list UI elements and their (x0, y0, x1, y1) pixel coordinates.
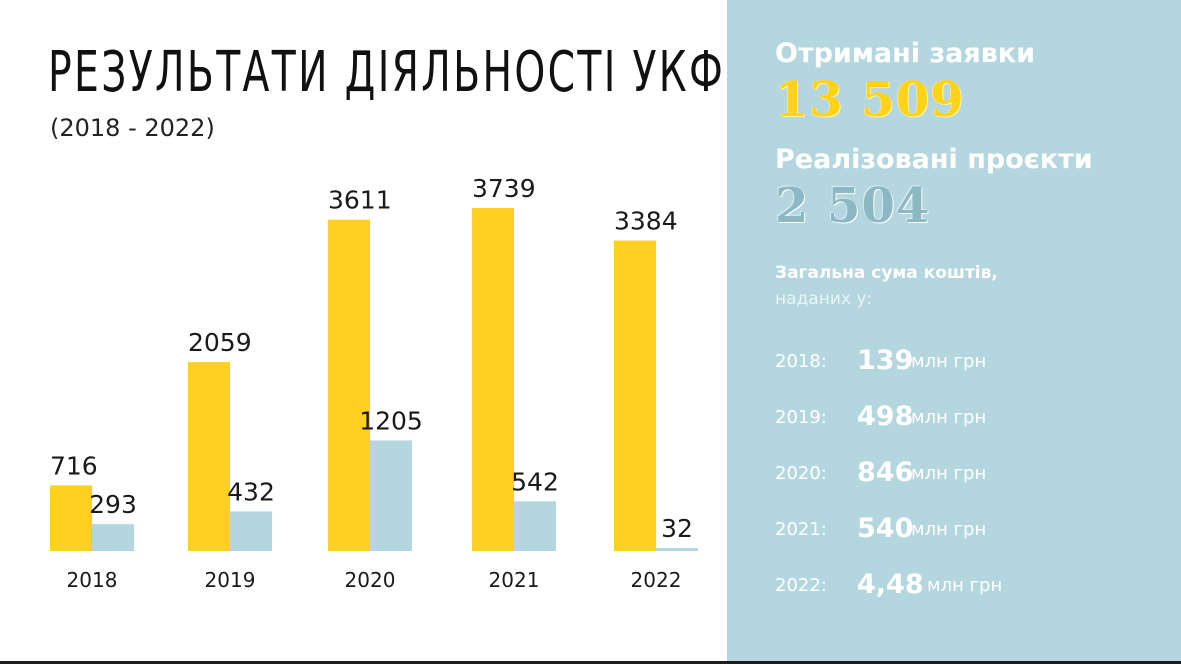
bar-value-label: 1205 (359, 406, 423, 435)
fund-row-2021: 2021: 540 млн грн (775, 506, 1155, 546)
category-label: 2018 (67, 568, 118, 592)
bar-chart: 716 293 2018 2059 432 2019 3611 1205 2020 3739 542… (50, 174, 698, 592)
chart-panel: РЕЗУЛЬТАТИ ДІЯЛЬНОСТІ УКФ (2018 - 2022) … (48, 40, 726, 592)
bar-2019-series-1 (188, 362, 230, 551)
fund-value: 846 (857, 457, 914, 488)
fund-year: 2020: (775, 463, 827, 484)
category-label: 2020 (345, 568, 396, 592)
bottom-rule (0, 661, 1181, 664)
bar-value-label: 2059 (188, 328, 252, 357)
category-label: 2021 (489, 568, 540, 592)
fund-year: 2019: (775, 407, 827, 428)
bar-2020-series-2 (370, 440, 412, 551)
bar-value-label: 542 (511, 467, 559, 496)
bar-2022-series-2 (656, 548, 698, 551)
received-label: Отримані заявки (775, 38, 1036, 69)
fund-unit: млн грн (911, 519, 987, 540)
fund-row-2018: 2018: 139 млн грн (775, 338, 1155, 378)
bar-value-label: 432 (227, 477, 275, 506)
page-title: РЕЗУЛЬТАТИ ДІЯЛЬНОСТІ УКФ (48, 40, 726, 105)
bar-value-label: 716 (50, 451, 98, 480)
bar-value-label: 3384 (614, 207, 678, 236)
bar-2020-series-1 (328, 219, 370, 551)
bar-value-label: 3611 (328, 186, 392, 215)
bar-value-label: 293 (89, 490, 137, 519)
implemented-value: 2 504 (775, 178, 931, 234)
summary-panel: Отримані заявки 13 509 Реалізовані проєк… (727, 0, 1181, 664)
bar-2018-series-1 (50, 485, 92, 551)
total-funds-subtitle: наданих у: (775, 289, 873, 309)
bar-2022-series-1 (614, 240, 656, 551)
category-label: 2019 (205, 568, 256, 592)
bar-value-label: 3739 (472, 174, 536, 203)
page-subtitle: (2018 - 2022) (50, 114, 215, 142)
fund-year: 2021: (775, 519, 827, 540)
bar-value-label: 32 (661, 514, 693, 543)
bar-2018-series-2 (92, 524, 134, 551)
category-label: 2022 (631, 568, 682, 592)
fund-unit: млн грн (911, 351, 987, 372)
received-value: 13 509 (775, 72, 965, 128)
fund-year: 2022: (775, 575, 827, 596)
bar-2019-series-2 (230, 511, 272, 551)
fund-row-2019: 2019: 498 млн грн (775, 394, 1155, 434)
fund-value: 498 (857, 401, 914, 432)
fund-unit: млн грн (911, 407, 987, 428)
fund-year: 2018: (775, 351, 827, 372)
fund-unit: млн грн (927, 575, 1003, 596)
fund-value: 4,48 (857, 569, 924, 600)
bar-2021-series-2 (514, 501, 556, 551)
fund-unit: млн грн (911, 463, 987, 484)
fund-value: 139 (857, 345, 914, 376)
fund-value: 540 (857, 513, 914, 544)
total-funds-title: Загальна сума коштів, (775, 263, 998, 283)
fund-row-2022: 2022: 4,48 млн грн (775, 562, 1155, 602)
fund-row-2020: 2020: 846 млн грн (775, 450, 1155, 490)
bar-2021-series-1 (472, 208, 514, 551)
implemented-label: Реалізовані проєкти (775, 144, 1093, 175)
